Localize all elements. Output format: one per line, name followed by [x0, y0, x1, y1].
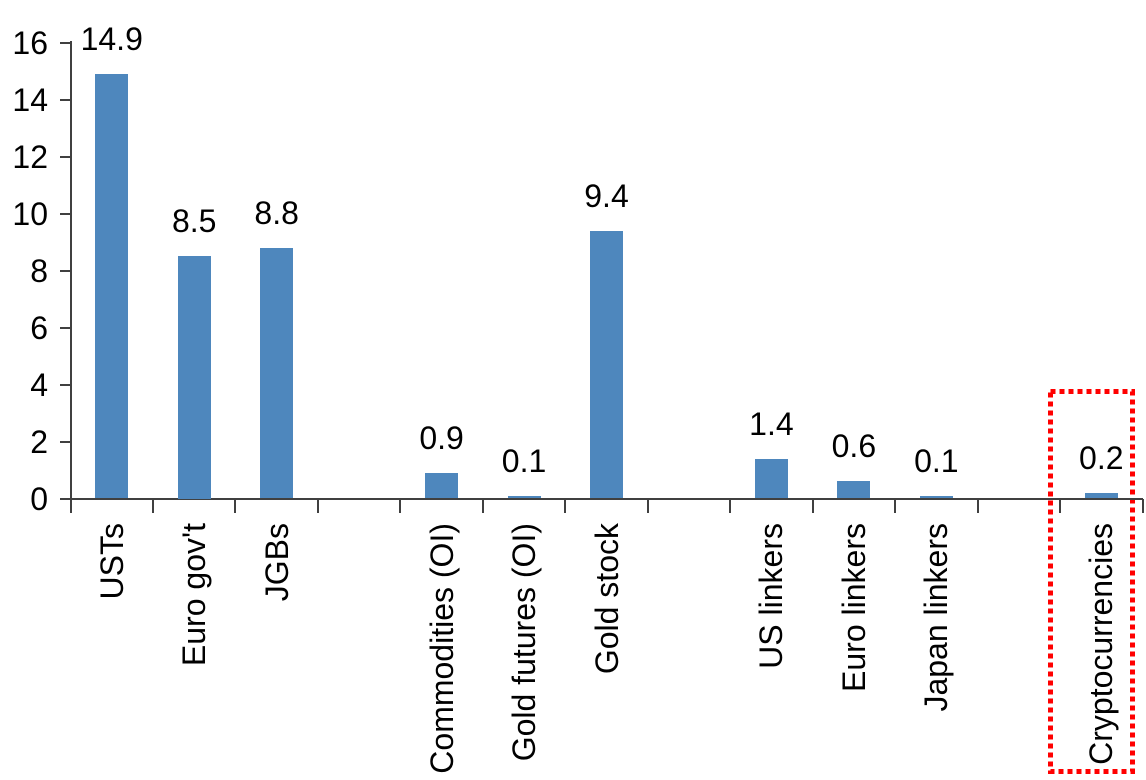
category-label-text: Gold stock	[588, 523, 625, 675]
y-tick-label: 16	[12, 24, 48, 61]
x-tick	[811, 498, 814, 513]
category-label-text: Japan linkers	[918, 523, 955, 712]
y-tick	[59, 440, 70, 443]
y-tick-label: 8	[30, 252, 48, 289]
y-tick	[59, 155, 70, 158]
bar	[95, 73, 129, 499]
x-tick	[564, 498, 567, 513]
y-axis-line	[69, 41, 72, 513]
y-tick-label: 0	[30, 480, 48, 517]
y-tick-label: 12	[12, 138, 48, 175]
y-tick	[59, 41, 70, 44]
x-tick	[151, 498, 154, 513]
x-tick	[894, 498, 897, 513]
x-tick	[234, 498, 237, 513]
bar-value-label: 0.1	[914, 442, 959, 479]
x-tick	[976, 498, 979, 513]
category-label-text: USTs	[93, 523, 130, 600]
x-tick	[646, 498, 649, 513]
x-tick	[316, 498, 319, 513]
bar-value-label: 0.1	[501, 442, 547, 479]
y-tick-label: 2	[30, 423, 48, 460]
y-tick-label: 10	[12, 195, 48, 232]
y-tick	[59, 269, 70, 272]
bar-value-label: 9.4	[584, 177, 629, 214]
bar-value-label: 0.6	[831, 428, 877, 465]
y-tick-label: 4	[30, 366, 48, 403]
x-axis-line	[69, 497, 1143, 500]
category-label-text: US linkers	[753, 523, 790, 669]
y-tick	[59, 98, 70, 101]
x-tick	[729, 498, 732, 513]
x-tick	[69, 498, 72, 513]
bar-value-label: 1.4	[749, 405, 794, 442]
x-tick	[1059, 498, 1062, 513]
y-tick-label: 14	[12, 81, 48, 118]
bar-value-label: 8.5	[171, 203, 217, 240]
y-tick	[59, 326, 70, 329]
x-tick	[481, 498, 484, 513]
bar-value-label: 8.8	[254, 194, 299, 231]
x-tick	[399, 498, 402, 513]
y-tick	[59, 383, 70, 386]
bar	[837, 481, 871, 499]
category-label-text: Euro gov't	[176, 523, 213, 667]
bar	[590, 230, 623, 499]
y-tick	[59, 497, 70, 500]
bar	[507, 495, 541, 499]
bar	[425, 472, 459, 499]
bar	[919, 495, 953, 499]
category-label-text: Commodities (OI)	[423, 523, 460, 774]
category-label-text: Cryptocurrencies	[1083, 523, 1120, 765]
bar	[260, 247, 294, 499]
bar-value-label: 0.9	[419, 419, 464, 456]
category-label-text: Euro linkers	[835, 523, 872, 692]
bar	[754, 458, 788, 499]
category-label-text: Gold futures (OI)	[506, 523, 543, 762]
x-tick	[1141, 498, 1144, 513]
category-label-text: JGBs	[258, 523, 295, 602]
y-tick-label: 6	[30, 309, 48, 346]
bar	[1084, 492, 1118, 499]
bar-value-label: 14.9	[80, 20, 143, 57]
bar	[177, 256, 211, 499]
bar-value-label: 0.2	[1079, 439, 1124, 476]
y-tick	[59, 212, 70, 215]
